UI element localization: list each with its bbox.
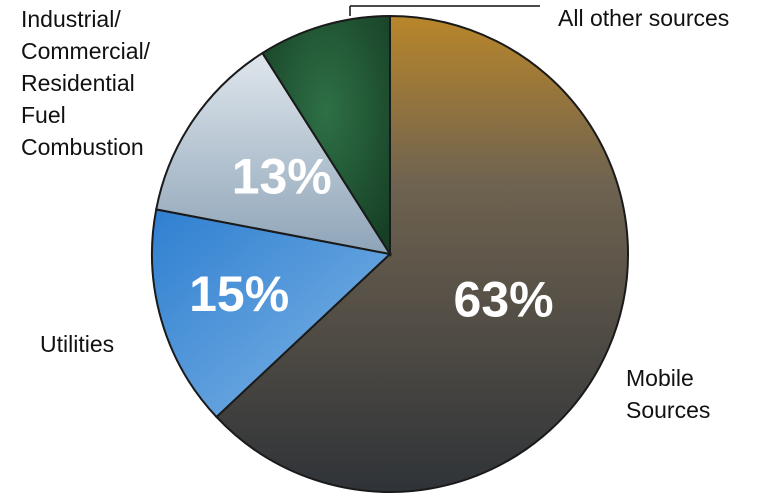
- value-label-industrial-commercial-residential-fuel-combustion: 13%: [232, 149, 332, 205]
- pie-slice-mobile-sources: [215, 14, 629, 493]
- category-label-all-other-sources: All other sources: [558, 5, 730, 31]
- category-label-utilities: Utilities: [40, 331, 115, 357]
- value-label-utilities: 15%: [189, 266, 289, 322]
- category-label-fuel-combustion: Industrial/ Commercial/ Residential Fuel…: [21, 6, 151, 160]
- pie-slice-utilities: [151, 208, 393, 419]
- value-label-mobile-sources: 63%: [454, 271, 554, 327]
- category-label-mobile-sources: Mobile Sources: [626, 365, 711, 423]
- pie-slice-all-other-sources: [261, 14, 391, 258]
- pie-slice-industrial-commercial-residential-fuel-combustion: [155, 51, 393, 256]
